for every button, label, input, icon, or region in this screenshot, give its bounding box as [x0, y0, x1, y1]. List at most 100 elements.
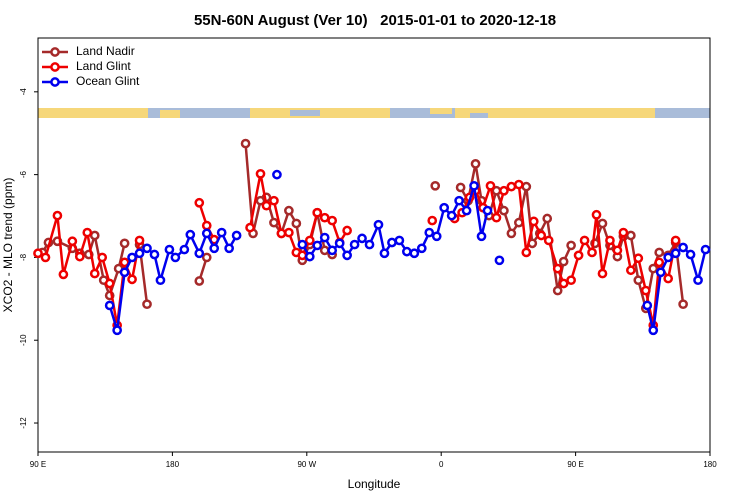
data-point — [521, 247, 532, 258]
data-point — [454, 195, 464, 206]
data-point — [648, 325, 659, 336]
data-point — [461, 205, 472, 216]
data-point — [439, 202, 450, 213]
data-point — [409, 248, 420, 259]
data-point — [394, 235, 405, 246]
map-land — [455, 108, 655, 118]
data-point — [164, 244, 175, 255]
data-point — [255, 168, 266, 179]
data-point — [543, 235, 554, 246]
data-point — [499, 205, 509, 216]
data-point — [155, 275, 166, 286]
data-point — [700, 244, 711, 255]
data-point — [216, 227, 227, 238]
data-point — [427, 215, 438, 226]
data-point — [52, 210, 63, 221]
data-point — [446, 210, 457, 221]
data-point — [626, 230, 636, 241]
data-point — [40, 252, 51, 263]
data-point — [357, 233, 367, 244]
data-point — [455, 182, 466, 193]
data-point — [82, 227, 93, 238]
map-land — [430, 108, 452, 114]
data-point — [654, 247, 665, 258]
data-point — [89, 230, 100, 241]
data-point — [654, 257, 665, 268]
data-point — [276, 228, 287, 239]
data-point — [633, 253, 644, 264]
data-point — [685, 249, 696, 260]
legend-label: Land Glint — [76, 59, 131, 73]
data-point — [663, 273, 674, 284]
data-point — [494, 255, 505, 266]
data-point — [194, 276, 205, 286]
data-point — [89, 268, 100, 279]
data-point — [485, 180, 496, 191]
data-point — [245, 222, 255, 233]
data-point — [476, 231, 487, 242]
data-point — [231, 230, 242, 241]
data-point — [201, 220, 212, 231]
data-point — [104, 300, 115, 311]
data-point — [291, 218, 302, 229]
data-point — [201, 252, 212, 263]
y-tick-label: -6 — [19, 171, 28, 179]
data-point — [319, 232, 330, 243]
data-point — [327, 245, 338, 256]
data-point — [597, 218, 608, 229]
data-point — [587, 247, 597, 258]
data-point — [185, 229, 196, 240]
data-point — [633, 275, 644, 286]
data-point — [605, 235, 615, 246]
series — [104, 169, 711, 336]
data-point — [693, 275, 703, 286]
data-point — [482, 205, 493, 216]
map-ocean — [290, 110, 320, 116]
map-strip — [38, 108, 710, 118]
data-point — [134, 235, 145, 246]
data-point — [297, 250, 308, 261]
data-point — [591, 209, 602, 220]
data-point — [579, 235, 590, 246]
data-point — [514, 217, 524, 228]
data-point — [626, 265, 636, 276]
data-point — [261, 200, 272, 211]
data-point — [597, 268, 608, 279]
map-land — [38, 108, 148, 118]
data-point — [373, 219, 384, 230]
data-point — [670, 248, 681, 259]
data-point — [170, 252, 181, 263]
data-point — [424, 227, 435, 238]
data-point — [284, 227, 294, 238]
data-point — [194, 248, 205, 259]
data-point — [33, 248, 43, 259]
data-point — [558, 256, 569, 267]
data-point — [491, 212, 502, 223]
data-point — [224, 243, 234, 254]
data-point — [269, 195, 279, 206]
data-point — [149, 249, 160, 260]
data-point — [506, 228, 517, 239]
x-tick-label: 90 E — [567, 460, 583, 469]
data-point — [558, 278, 569, 289]
data-point — [506, 181, 517, 192]
data-point — [542, 213, 553, 224]
data-point — [67, 236, 78, 247]
legend-label: Ocean Glint — [76, 74, 140, 88]
data-point — [312, 240, 323, 251]
data-point — [499, 185, 509, 196]
data-point — [127, 274, 137, 285]
data-point — [319, 245, 330, 256]
data-point — [142, 243, 152, 254]
data-point — [566, 240, 576, 251]
data-point — [670, 235, 681, 246]
data-point — [209, 243, 220, 254]
data-point — [469, 180, 479, 191]
data-point — [349, 239, 360, 250]
data-point — [379, 248, 390, 259]
y-tick-label: -10 — [19, 334, 28, 346]
data-point — [142, 299, 152, 310]
data-point — [342, 225, 352, 236]
